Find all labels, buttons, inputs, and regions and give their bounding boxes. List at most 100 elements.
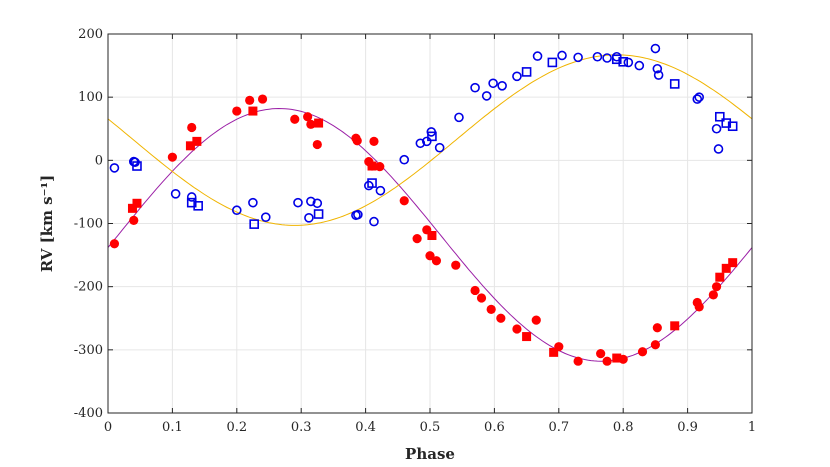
x-tick-label: 0.3 bbox=[291, 420, 312, 435]
x-tick-label: 1 bbox=[748, 420, 756, 435]
secondary-rv-point bbox=[634, 60, 645, 71]
primary-rv-point bbox=[512, 324, 522, 334]
secondary-rv-point bbox=[692, 94, 703, 104]
data-points bbox=[109, 43, 738, 366]
secondary-rv-point bbox=[248, 197, 258, 208]
secondary-rv-point bbox=[532, 51, 543, 61]
secondary-rv-point bbox=[304, 213, 314, 223]
secondary-rv-point bbox=[557, 50, 567, 61]
primary-rv-point bbox=[187, 122, 197, 133]
primary-rv-point-square bbox=[721, 263, 731, 273]
secondary-rv-point bbox=[602, 53, 612, 63]
primary-rv-point bbox=[109, 239, 120, 249]
secondary-rv-point bbox=[375, 185, 386, 196]
primary-rv-point bbox=[637, 347, 648, 357]
secondary-rv-point bbox=[260, 212, 271, 222]
secondary-rv-point-square bbox=[249, 219, 259, 229]
primary-rv-point bbox=[245, 95, 255, 105]
primary-rv-point bbox=[451, 260, 461, 270]
y-tick-label: 100 bbox=[78, 90, 103, 105]
primary-rv-point-square bbox=[248, 106, 258, 116]
primary-rv-point-square bbox=[670, 321, 680, 331]
primary-rv-point-square bbox=[127, 203, 137, 213]
x-tick-label: 0.2 bbox=[226, 420, 247, 435]
secondary-rv-point-square bbox=[186, 197, 197, 208]
primary-rv-point bbox=[708, 290, 718, 300]
axis-ticks: 0 0.1 0.2 0.3 0.4 0.5 0.6 0.7 0.8 0.9 1 -400 -300 -20… bbox=[74, 27, 756, 435]
secondary-rv-point bbox=[694, 92, 704, 102]
secondary-rv-point-square bbox=[427, 131, 437, 142]
secondary-rv-point-square bbox=[132, 161, 142, 171]
primary-rv-point bbox=[650, 340, 661, 350]
secondary-rv-point bbox=[488, 78, 498, 89]
secondary-rv-point bbox=[109, 163, 120, 173]
y-axis-label: RV [km s⁻¹] bbox=[38, 175, 56, 272]
secondary-rv-point-square bbox=[721, 118, 732, 128]
primary-rv-point bbox=[257, 94, 268, 104]
primary-rv-point bbox=[652, 323, 662, 333]
primary-rv-point-square bbox=[367, 161, 377, 171]
secondary-rv-point bbox=[512, 71, 522, 82]
secondary-rv-point bbox=[592, 51, 603, 62]
primary-rv-point bbox=[486, 304, 496, 315]
primary-rv-point-square bbox=[612, 353, 622, 363]
x-tick-label: 0 bbox=[104, 420, 112, 435]
x-tick-label: 0.5 bbox=[420, 420, 441, 435]
primary-rv-point bbox=[573, 356, 583, 366]
primary-rv-point bbox=[496, 313, 506, 323]
secondary-rv-point bbox=[711, 123, 722, 134]
model-curve-secondary bbox=[107, 54, 753, 226]
secondary-rv-point-square bbox=[618, 56, 629, 67]
secondary-rv-point-square bbox=[611, 54, 622, 65]
secondary-rv-point-square bbox=[367, 178, 377, 188]
primary-rv-point bbox=[303, 112, 313, 122]
primary-rv-point bbox=[602, 356, 612, 366]
primary-rv-point bbox=[425, 251, 435, 261]
primary-rv-point bbox=[476, 293, 487, 303]
secondary-rv-point bbox=[470, 82, 480, 93]
secondary-rv-point-square bbox=[521, 67, 532, 77]
secondary-rv-point bbox=[170, 189, 181, 199]
primary-rv-point-square bbox=[522, 332, 532, 342]
x-tick-label: 0.1 bbox=[162, 420, 183, 435]
secondary-rv-point bbox=[312, 198, 323, 209]
grid bbox=[107, 33, 753, 414]
secondary-rv-point bbox=[232, 205, 242, 216]
y-tick-label: -200 bbox=[74, 280, 103, 295]
secondary-rv-point bbox=[434, 142, 445, 153]
primary-rv-point-square bbox=[549, 347, 559, 357]
secondary-rv-point bbox=[415, 138, 426, 149]
primary-rv-point bbox=[431, 256, 442, 266]
primary-rv-point bbox=[290, 114, 300, 124]
secondary-rv-point bbox=[353, 209, 363, 220]
primary-rv-point-square bbox=[715, 272, 725, 282]
primary-rv-point bbox=[711, 282, 722, 292]
secondary-rv-point bbox=[369, 216, 379, 227]
x-tick-label: 0.6 bbox=[484, 420, 505, 435]
secondary-rv-point bbox=[650, 43, 661, 54]
y-tick-label: -400 bbox=[74, 406, 103, 421]
primary-rv-point-square bbox=[185, 141, 195, 151]
y-tick-label: 0 bbox=[95, 153, 103, 168]
primary-rv-point-square bbox=[314, 118, 324, 128]
secondary-rv-point bbox=[186, 192, 197, 202]
primary-rv-point bbox=[694, 302, 704, 312]
secondary-rv-point bbox=[623, 57, 634, 68]
primary-rv-point bbox=[232, 106, 242, 116]
primary-rv-point bbox=[399, 196, 409, 206]
secondary-rv-point bbox=[713, 144, 724, 154]
primary-rv-point bbox=[167, 152, 177, 162]
secondary-rv-point-square bbox=[547, 57, 558, 68]
secondary-rv-point bbox=[497, 80, 507, 91]
y-tick-label: -100 bbox=[74, 217, 103, 232]
secondary-rv-point-square bbox=[313, 209, 324, 219]
secondary-rv-point bbox=[306, 196, 316, 207]
primary-rv-point bbox=[375, 162, 385, 172]
x-tick-label: 0.7 bbox=[548, 420, 569, 435]
primary-rv-point bbox=[470, 285, 480, 296]
primary-rv-point bbox=[312, 139, 322, 150]
primary-rv-point bbox=[596, 349, 606, 359]
x-tick-label: 0.9 bbox=[677, 420, 698, 435]
secondary-rv-point bbox=[652, 63, 663, 74]
